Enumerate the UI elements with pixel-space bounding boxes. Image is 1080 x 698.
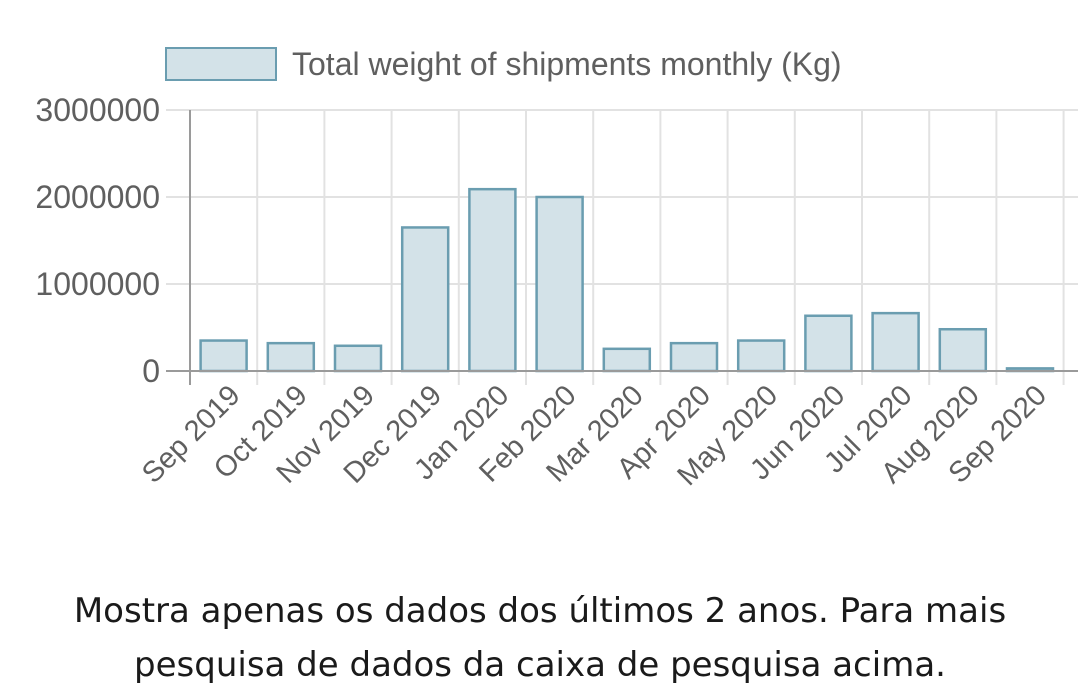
chart-bars: [199, 187, 1055, 373]
y-tick-label: 2000000: [35, 179, 160, 215]
bar-may-2020[interactable]: [736, 339, 786, 373]
bar-jun-2020[interactable]: [804, 314, 853, 373]
bar-aug-2020[interactable]: [938, 327, 988, 373]
bar-chart: Total weight of shipments monthly (Kg) 0…: [35, 46, 1078, 492]
bar-sep-2019[interactable]: [199, 339, 248, 373]
bar-mar-2020[interactable]: [602, 347, 652, 373]
bar-jul-2020[interactable]: [871, 311, 920, 373]
caption: Mostra apenas os dados dos últimos 2 ano…: [0, 584, 1080, 692]
y-tick-label: 0: [142, 353, 160, 389]
caption-line-1: Mostra apenas os dados dos últimos 2 ano…: [73, 591, 1007, 631]
chart-axes: [166, 110, 1078, 385]
y-tick-label: 1000000: [35, 266, 160, 302]
bar-oct-2019[interactable]: [266, 341, 316, 373]
bar-nov-2019[interactable]: [333, 344, 383, 373]
legend-swatch: [165, 47, 277, 81]
y-tick-label: 3000000: [35, 92, 160, 128]
y-axis-tick-labels: 0 1000000 2000000 3000000: [35, 92, 160, 389]
caption-line-2: pesquisa de dados da caixa de pesquisa a…: [134, 645, 946, 685]
bar-apr-2020[interactable]: [669, 341, 719, 373]
chart-grid: [166, 109, 1078, 385]
bar-dec-2019[interactable]: [400, 226, 450, 373]
bar-jan-2020[interactable]: [468, 187, 517, 373]
legend-label: Total weight of shipments monthly (Kg): [292, 46, 842, 82]
bar-feb-2020[interactable]: [535, 195, 584, 373]
chart-legend[interactable]: Total weight of shipments monthly (Kg): [165, 46, 842, 82]
